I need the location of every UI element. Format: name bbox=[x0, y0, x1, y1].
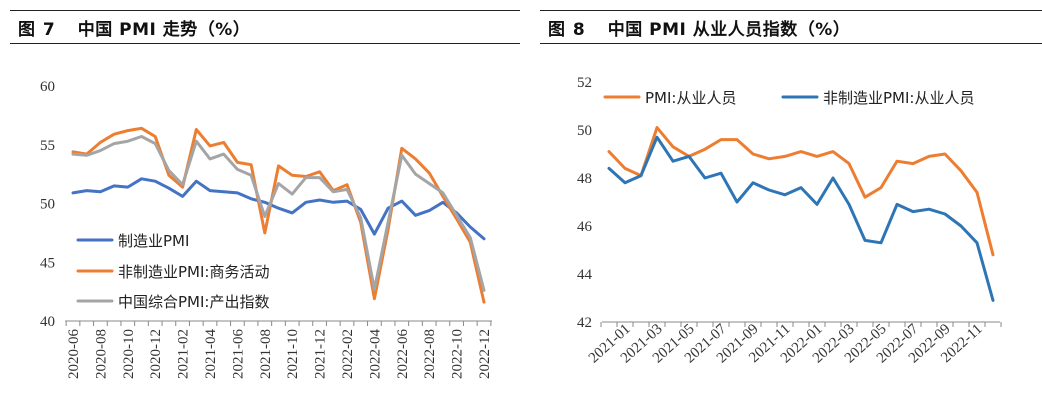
x-tick-label: 2022-04 bbox=[367, 329, 383, 379]
figure-title: 中国 PMI 从业人员指数（%） bbox=[607, 19, 851, 40]
y-tick-label: 46 bbox=[577, 219, 593, 235]
figure-header: 图 8 中国 PMI 从业人员指数（%） bbox=[540, 10, 1042, 44]
x-tick-label: 2021-10 bbox=[285, 329, 301, 379]
legend-entry: PMI:从业人员 bbox=[645, 89, 736, 107]
figure-title: 中国 PMI 走势（%） bbox=[77, 19, 251, 40]
series-line bbox=[71, 177, 486, 241]
y-tick-label: 50 bbox=[577, 123, 592, 139]
x-tick-label: 2021-08 bbox=[258, 329, 274, 379]
x-tick-label: 2022-06 bbox=[395, 329, 411, 379]
chart-panel-pmi-trend: 图 7 中国 PMI 走势（%） 40 45 50 55 60 2020-06 2020-0… bbox=[0, 0, 520, 408]
chart-panel-pmi-employment: 图 8 中国 PMI 从业人员指数（%） 42 44 46 48 50 52 2021-01… bbox=[530, 0, 1042, 408]
y-tick-label: 45 bbox=[40, 255, 55, 271]
x-tick-label: 2022-10 bbox=[450, 329, 466, 379]
y-tick-label: 40 bbox=[40, 314, 55, 330]
y-tick-label: 60 bbox=[40, 79, 55, 95]
y-tick-label: 44 bbox=[577, 267, 593, 283]
x-tick-label: 2022-02 bbox=[340, 329, 356, 379]
legend-entry: 非制造业PMI:从业人员 bbox=[823, 89, 974, 107]
series-line bbox=[71, 126, 486, 304]
figure-number: 图 7 bbox=[18, 19, 56, 40]
x-tick-label: 2020-12 bbox=[148, 329, 164, 379]
y-tick-label: 50 bbox=[40, 197, 55, 213]
figure-number: 图 8 bbox=[548, 19, 586, 40]
y-tick-label: 52 bbox=[577, 75, 592, 91]
x-tick-label: 2020-08 bbox=[93, 329, 109, 379]
series-line bbox=[607, 126, 995, 257]
x-tick-label: 2022-08 bbox=[422, 329, 438, 379]
x-tick-label: 2021-04 bbox=[203, 329, 219, 379]
x-tick-label: 2022-12 bbox=[477, 329, 493, 379]
legend-entry: 制造业PMI bbox=[118, 232, 189, 250]
legend-entry: 非制造业PMI:商务活动 bbox=[118, 263, 269, 281]
y-tick-label: 42 bbox=[577, 315, 592, 331]
x-tick-label: 2021-02 bbox=[176, 329, 192, 379]
y-tick-label: 48 bbox=[577, 171, 592, 187]
y-tick-label: 55 bbox=[40, 138, 55, 154]
pmi-employment-chart: 4244464850522021-012021-032021-052021-07… bbox=[577, 75, 1002, 366]
figure-header: 图 7 中国 PMI 走势（%） bbox=[10, 10, 520, 44]
series-line bbox=[71, 135, 486, 292]
legend-entry: 中国综合PMI:产出指数 bbox=[118, 293, 269, 311]
series-line bbox=[607, 135, 995, 302]
x-tick-label: 2020-10 bbox=[121, 329, 137, 379]
x-tick-label: 2020-06 bbox=[66, 329, 82, 379]
x-tick-label: 2021-12 bbox=[313, 329, 329, 379]
pmi-trend-chart: 40 45 50 55 60 2020-06 2020-08 2020-10 2020-12 20… bbox=[40, 79, 493, 379]
x-tick-label: 2021-06 bbox=[230, 329, 246, 379]
